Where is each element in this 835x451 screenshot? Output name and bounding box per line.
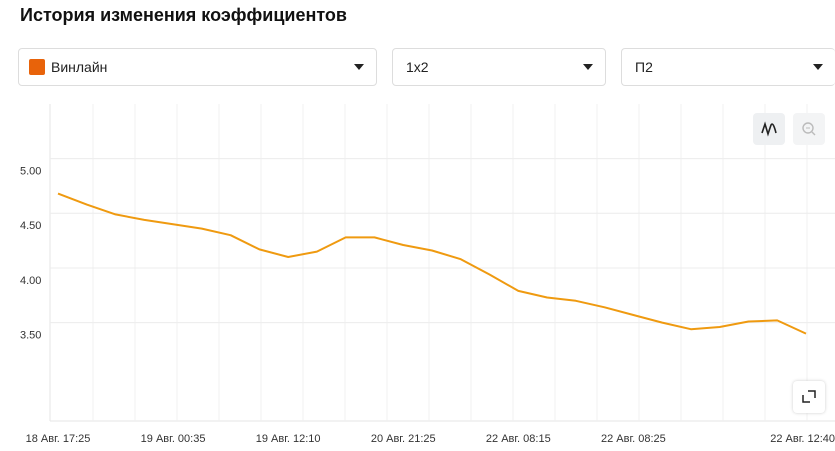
- y-tick-label: 3.50: [20, 330, 41, 342]
- x-tick-label: 22 Авг. 08:15: [486, 433, 551, 445]
- select-label: 1x2: [406, 59, 429, 75]
- x-tick-label: 18 Авг. 17:25: [26, 433, 91, 445]
- y-tick-label: 4.50: [20, 220, 41, 232]
- zoom-button[interactable]: [793, 113, 825, 145]
- y-tick-label: 4.00: [20, 275, 41, 287]
- x-tick-label: 19 Авг. 00:35: [141, 433, 206, 445]
- bookmaker-logo: [29, 59, 45, 75]
- x-tick-label: 20 Авг. 21:25: [371, 433, 436, 445]
- y-tick-label: 5.00: [20, 166, 41, 178]
- outcome-select[interactable]: П2: [621, 48, 835, 86]
- page-title: История изменения коэффициентов: [20, 5, 347, 25]
- x-tick-label: 22 Авг. 12:40: [770, 433, 835, 445]
- x-tick-label: 22 Авг. 08:25: [601, 433, 666, 445]
- icon: [761, 121, 777, 137]
- bookmaker-select[interactable]: Винлайн: [18, 48, 377, 86]
- x-tick-label: 19 Авг. 12:10: [256, 433, 321, 445]
- select-label: П2: [635, 59, 653, 75]
- market-select[interactable]: 1x2: [392, 48, 606, 86]
- select-label: Винлайн: [51, 59, 108, 75]
- fullscreen-button[interactable]: [793, 381, 825, 413]
- smooth-toggle[interactable]: [753, 113, 785, 145]
- icon: [802, 390, 816, 403]
- odds-line: [57, 192, 807, 335]
- icon: [802, 122, 816, 136]
